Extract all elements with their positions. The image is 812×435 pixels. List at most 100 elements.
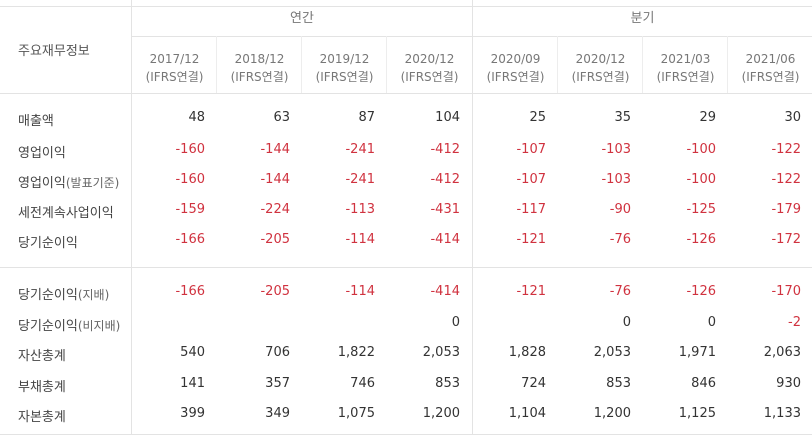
- column-basis: (IFRS연결): [656, 70, 715, 84]
- table-cell: 1,075: [337, 406, 375, 421]
- label-column-divider: [131, 0, 132, 435]
- table-cell: 48: [188, 110, 205, 125]
- table-cell: 1,828: [508, 345, 546, 360]
- table-cell: 357: [265, 376, 290, 391]
- table-cell: 540: [180, 345, 205, 360]
- column-header: 2020/09 (IFRS연결): [473, 50, 558, 86]
- table-cell: 1,200: [422, 406, 460, 421]
- row-label-main: 영업이익: [18, 176, 66, 191]
- table-cell: 0: [451, 315, 460, 330]
- table-cell: -170: [771, 284, 801, 299]
- column-period: 2020/12: [404, 52, 455, 66]
- table-cell: 63: [273, 110, 290, 125]
- table-cell: -172: [771, 232, 801, 247]
- table-cell: -100: [686, 142, 716, 157]
- table-cell: 104: [435, 110, 460, 125]
- table-cell: 2,053: [422, 345, 460, 360]
- table-cell: -90: [609, 202, 631, 217]
- table-cell: -122: [771, 142, 801, 157]
- table-cell: 853: [606, 376, 631, 391]
- table-cell: -107: [516, 172, 546, 187]
- table-cell: -121: [516, 284, 546, 299]
- table-cell: 1,125: [678, 406, 716, 421]
- table-cell: -414: [430, 284, 460, 299]
- table-cell: 706: [265, 345, 290, 360]
- table-cell: -144: [260, 142, 290, 157]
- top-border: [0, 6, 812, 7]
- table-cell: -100: [686, 172, 716, 187]
- table-cell: -205: [260, 284, 290, 299]
- table-cell: 1,200: [593, 406, 631, 421]
- column-period: 2018/12: [234, 52, 285, 66]
- table-cell: 399: [180, 406, 205, 421]
- table-cell: -113: [345, 202, 375, 217]
- row-label-main: 부채총계: [18, 380, 66, 395]
- column-period: 2021/06: [745, 52, 796, 66]
- row-label-sub: (발표기준): [65, 176, 120, 190]
- row-label-sub: (비지배): [77, 319, 121, 333]
- table-cell: -224: [260, 202, 290, 217]
- table-cell: -76: [609, 232, 631, 247]
- table-cell: -412: [430, 142, 460, 157]
- column-divider: [727, 36, 728, 93]
- group-header-quarterly: 분기: [630, 11, 655, 26]
- table-cell: -241: [345, 172, 375, 187]
- table-cell: 1,971: [678, 345, 716, 360]
- row-label-main: 자산총계: [18, 349, 66, 364]
- table-cell: 141: [180, 376, 205, 391]
- column-basis: (IFRS연결): [315, 70, 374, 84]
- column-period: 2019/12: [319, 52, 370, 66]
- table-cell: 746: [350, 376, 375, 391]
- table-cell: -125: [686, 202, 716, 217]
- column-divider: [301, 36, 302, 93]
- table-cell: 35: [614, 110, 631, 125]
- table-cell: -107: [516, 142, 546, 157]
- table-cell: -412: [430, 172, 460, 187]
- table-cell: -241: [345, 142, 375, 157]
- column-header: 2018/12 (IFRS연결): [217, 50, 302, 86]
- column-header: 2017/12 (IFRS연결): [132, 50, 217, 86]
- table-cell: 2,063: [763, 345, 801, 360]
- corner-label: 주요재무정보: [18, 44, 90, 59]
- table-cell: -159: [175, 202, 205, 217]
- column-basis: (IFRS연결): [571, 70, 630, 84]
- row-label: 영업이익(발표기준): [18, 172, 119, 191]
- row-label: 자산총계: [18, 345, 66, 364]
- table-cell: -122: [771, 172, 801, 187]
- table-cell: 930: [776, 376, 801, 391]
- column-header: 2021/03 (IFRS연결): [643, 50, 728, 86]
- table-cell: -166: [175, 284, 205, 299]
- column-basis: (IFRS연결): [741, 70, 800, 84]
- table-cell: 0: [707, 315, 716, 330]
- column-divider: [386, 36, 387, 93]
- group-divider: [472, 0, 473, 435]
- table-cell: 349: [265, 406, 290, 421]
- header-bottom-border: [0, 93, 812, 94]
- table-cell: -166: [175, 232, 205, 247]
- table-cell: -121: [516, 232, 546, 247]
- table-cell: 25: [529, 110, 546, 125]
- column-divider: [642, 36, 643, 93]
- row-label: 매출액: [18, 110, 54, 129]
- table-cell: -114: [345, 232, 375, 247]
- column-period: 2017/12: [149, 52, 200, 66]
- column-basis: (IFRS연결): [145, 70, 204, 84]
- row-label-main: 세전계속사업이익: [18, 206, 114, 221]
- row-label: 당기순이익: [18, 232, 78, 251]
- table-cell: -160: [175, 142, 205, 157]
- column-period: 2020/12: [575, 52, 626, 66]
- table-cell: -76: [609, 284, 631, 299]
- table-cell: 853: [435, 376, 460, 391]
- column-basis: (IFRS연결): [230, 70, 289, 84]
- column-divider: [216, 36, 217, 93]
- table-cell: 846: [691, 376, 716, 391]
- row-label: 자본총계: [18, 406, 66, 425]
- row-label: 영업이익: [18, 142, 66, 161]
- table-cell: -114: [345, 284, 375, 299]
- row-label-main: 자본총계: [18, 410, 66, 425]
- table-cell: 724: [521, 376, 546, 391]
- table-cell: 0: [622, 315, 631, 330]
- table-cell: -2: [788, 315, 801, 330]
- table-cell: -179: [771, 202, 801, 217]
- column-header: 2020/12 (IFRS연결): [387, 50, 472, 86]
